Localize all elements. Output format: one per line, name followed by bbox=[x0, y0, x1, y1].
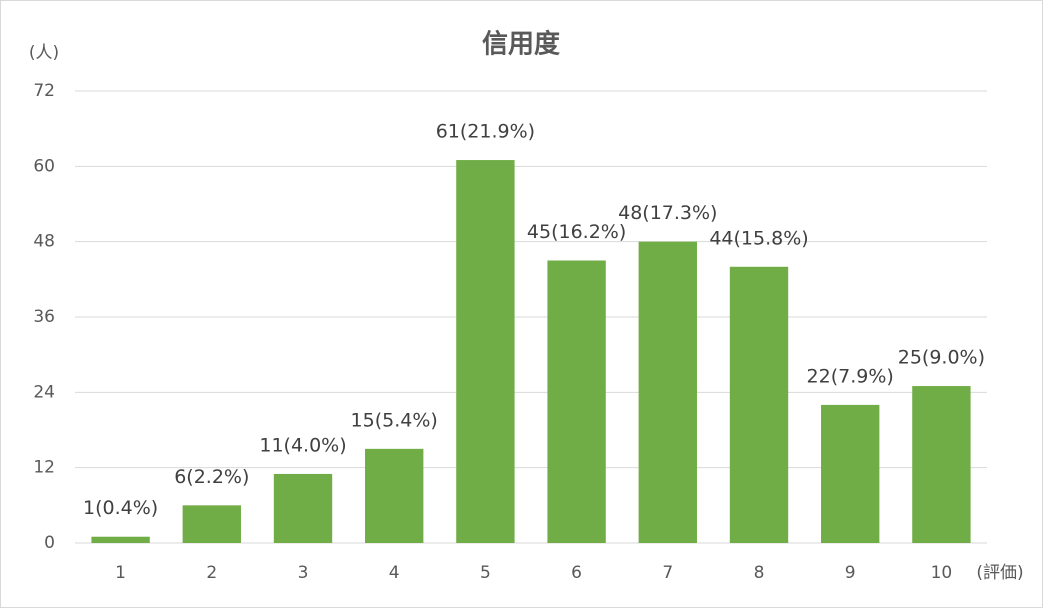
y-tick-label: 36 bbox=[33, 307, 55, 327]
bar bbox=[273, 473, 333, 543]
bar bbox=[182, 505, 241, 543]
bar bbox=[821, 404, 880, 543]
value-label: 45(16.2%) bbox=[527, 221, 626, 243]
x-tick-label: 2 bbox=[206, 563, 217, 583]
y-axis-label: (人) bbox=[29, 43, 59, 63]
x-tick-label: 3 bbox=[298, 563, 309, 583]
bar bbox=[456, 160, 515, 544]
y-tick-label: 0 bbox=[44, 533, 55, 553]
bar bbox=[912, 386, 971, 543]
y-tick-label: 12 bbox=[33, 458, 55, 478]
chart-title: 信用度 bbox=[482, 29, 560, 60]
x-tick-label: 9 bbox=[845, 563, 856, 583]
x-axis-label: (評価) bbox=[976, 563, 1023, 583]
x-tick-label: 1 bbox=[115, 563, 126, 583]
x-tick-label: 10 bbox=[931, 563, 953, 583]
value-label: 44(15.8%) bbox=[709, 227, 808, 249]
bar bbox=[547, 260, 606, 543]
x-tick-label: 7 bbox=[662, 563, 673, 583]
y-tick-label: 48 bbox=[33, 232, 55, 252]
y-tick-label: 60 bbox=[33, 156, 55, 176]
bar bbox=[729, 266, 789, 543]
value-label: 1(0.4%) bbox=[83, 497, 158, 519]
value-label: 6(2.2%) bbox=[174, 466, 249, 488]
value-label: 48(17.3%) bbox=[618, 202, 717, 224]
x-tick-label: 6 bbox=[571, 563, 582, 583]
y-tick-label: 24 bbox=[33, 382, 55, 402]
value-label: 11(4.0%) bbox=[259, 434, 346, 456]
bar bbox=[638, 241, 697, 543]
value-label: 25(9.0%) bbox=[898, 347, 985, 369]
value-label: 22(7.9%) bbox=[807, 365, 894, 387]
x-tick-label: 5 bbox=[480, 563, 491, 583]
x-tick-label: 4 bbox=[389, 563, 400, 583]
bar bbox=[91, 536, 150, 543]
bar bbox=[365, 448, 424, 543]
value-label: 61(21.9%) bbox=[436, 121, 535, 143]
y-tick-label: 72 bbox=[33, 81, 55, 101]
x-tick-label: 8 bbox=[754, 563, 765, 583]
value-label: 15(5.4%) bbox=[351, 409, 438, 431]
